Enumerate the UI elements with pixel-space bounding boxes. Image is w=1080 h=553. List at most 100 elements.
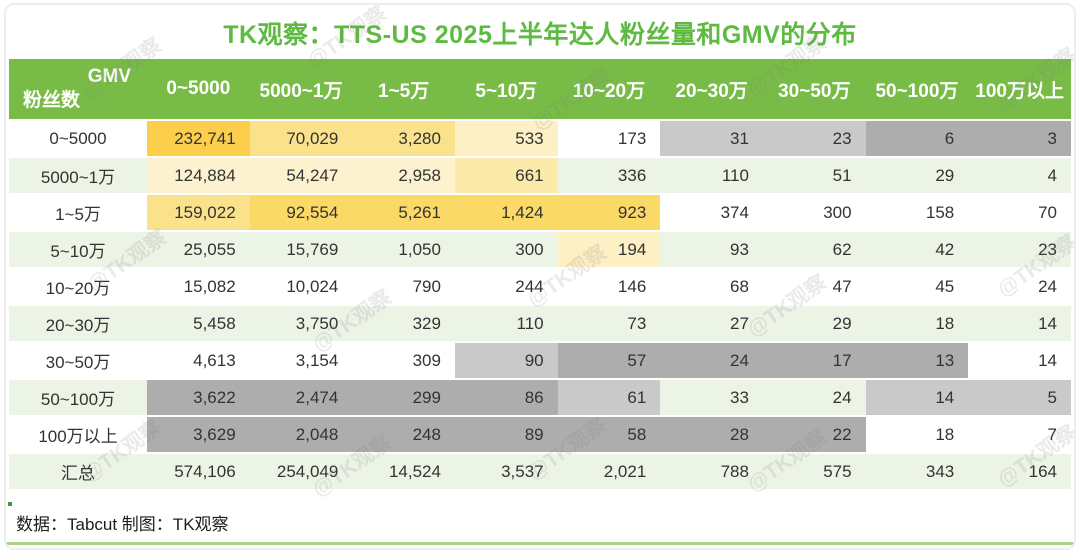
- table-cell: 29: [762, 304, 866, 341]
- corner-label-gmv: GMV: [87, 66, 131, 87]
- table-cell: 254,049: [249, 452, 353, 489]
- table-cell: 45: [865, 267, 969, 304]
- table-row: 5~10万 25,055 15,769 1,050 300 194 93 62 42 23: [9, 230, 1071, 267]
- table-cell: 124,884: [147, 156, 250, 193]
- table-cell: 164: [968, 452, 1071, 489]
- table-cell: 5: [968, 378, 1071, 415]
- table-cell: 24: [762, 378, 866, 415]
- table-cell: 300: [454, 230, 558, 267]
- table-cell: 173: [557, 119, 661, 156]
- table-cell: 232,741: [147, 119, 250, 156]
- table-cell: 575: [762, 452, 866, 489]
- table-cell: 33: [660, 378, 763, 415]
- table-row: 100万以上 3,629 2,048 248 89 58 28 22 18 7: [9, 415, 1071, 452]
- table-cell: 3,537: [454, 452, 558, 489]
- row-label: 20~30万: [9, 304, 147, 341]
- table-cell: 23: [968, 230, 1071, 267]
- column-header: 50~100万: [865, 59, 969, 119]
- row-label: 50~100万: [9, 378, 147, 415]
- table-cell: 2,474: [249, 378, 353, 415]
- table-cell: 18: [865, 415, 969, 452]
- table-cell: 194: [557, 230, 661, 267]
- table-cell: 790: [352, 267, 455, 304]
- column-header: 20~30万: [660, 59, 763, 119]
- table-cell: 54,247: [249, 156, 353, 193]
- page-title: TK观察：TTS-US 2025上半年达人粉丝量和GMV的分布: [223, 21, 857, 49]
- row-label: 0~5000: [9, 119, 147, 156]
- table-cell: 25,055: [147, 230, 250, 267]
- table-cell: 110: [660, 156, 763, 193]
- table-row: 1~5万 159,022 92,554 5,261 1,424 923 374 300 158 7…: [9, 193, 1071, 230]
- table-cell: 343: [865, 452, 969, 489]
- table-cell: 90: [454, 341, 558, 378]
- table-row: 30~50万 4,613 3,154 309 90 57 24 17 13 14: [9, 341, 1071, 378]
- table-cell: 110: [454, 304, 558, 341]
- table-cell: 146: [557, 267, 661, 304]
- table-cell: 31: [660, 119, 763, 156]
- table-cell: 923: [557, 193, 661, 230]
- table-cell: 3,750: [249, 304, 353, 341]
- table-cell: 159,022: [147, 193, 250, 230]
- table-cell: 3,629: [147, 415, 250, 452]
- table-cell: 14,524: [352, 452, 455, 489]
- table-cell: 329: [352, 304, 455, 341]
- table-cell: 24: [968, 267, 1071, 304]
- table-cell: 6: [865, 119, 969, 156]
- table-cell: 4,613: [147, 341, 250, 378]
- table-cell: 661: [454, 156, 558, 193]
- table-cell: 15,769: [249, 230, 353, 267]
- table-cell: 51: [762, 156, 866, 193]
- row-label: 30~50万: [9, 341, 147, 378]
- table-row: 20~30万 5,458 3,750 329 110 73 27 29 18 14: [9, 304, 1071, 341]
- corner-mark-icon: [8, 502, 12, 506]
- table-cell: 10,024: [249, 267, 353, 304]
- table-cell: 24: [660, 341, 763, 378]
- table-cell: 533: [454, 119, 558, 156]
- table-cell: 336: [557, 156, 661, 193]
- table-cell: 4: [968, 156, 1071, 193]
- table-row: 汇总 574,106 254,049 14,524 3,537 2,021 788 575 34…: [9, 452, 1071, 489]
- table-cell: 2,021: [557, 452, 661, 489]
- table-cell: 3: [968, 119, 1071, 156]
- table-cell: 300: [762, 193, 866, 230]
- table-cell: 2,048: [249, 415, 353, 452]
- table-cell: 28: [660, 415, 763, 452]
- row-label: 100万以上: [9, 415, 147, 452]
- table-cell: 47: [762, 267, 866, 304]
- table-cell: 27: [660, 304, 763, 341]
- data-table: GMV 粉丝数 0~5000 5000~1万 1~5万 5~10万 10~20万 20~3…: [9, 59, 1071, 489]
- table-cell: 23: [762, 119, 866, 156]
- row-label: 5~10万: [9, 230, 147, 267]
- column-header: 30~50万: [762, 59, 866, 119]
- infographic-card: TK观察：TTS-US 2025上半年达人粉丝量和GMV的分布 GMV 粉丝数 …: [4, 3, 1076, 550]
- row-label: 汇总: [9, 452, 147, 489]
- table-cell: 248: [352, 415, 455, 452]
- table-cell: 86: [454, 378, 558, 415]
- table-cell: 244: [454, 267, 558, 304]
- table-cell: 5,458: [147, 304, 250, 341]
- table-row: 0~5000 232,741 70,029 3,280 533 173 31 23 6 3: [9, 119, 1071, 156]
- table-cell: 57: [557, 341, 661, 378]
- source-note: 数据：Tabcut 制图：TK观察: [16, 515, 229, 534]
- table-row: 50~100万 3,622 2,474 299 86 61 33 24 14 5: [9, 378, 1071, 415]
- table-cell: 62: [762, 230, 866, 267]
- table-cell: 73: [557, 304, 661, 341]
- table-cell: 13: [865, 341, 969, 378]
- table-cell: 14: [968, 341, 1071, 378]
- row-label: 1~5万: [9, 193, 147, 230]
- table-cell: 58: [557, 415, 661, 452]
- table-cell: 15,082: [147, 267, 250, 304]
- corner-label-fans: 粉丝数: [23, 90, 81, 111]
- table-cell: 5,261: [352, 193, 455, 230]
- column-header: 1~5万: [352, 59, 455, 119]
- column-header: 10~20万: [557, 59, 661, 119]
- table-cell: 70: [968, 193, 1071, 230]
- table-cell: 70,029: [249, 119, 353, 156]
- row-label: 5000~1万: [9, 156, 147, 193]
- table-row: 10~20万 15,082 10,024 790 244 146 68 47 45 24: [9, 267, 1071, 304]
- table-header-row: GMV 粉丝数 0~5000 5000~1万 1~5万 5~10万 10~20万 20~3…: [9, 59, 1071, 119]
- table-cell: 3,622: [147, 378, 250, 415]
- table-cell: 93: [660, 230, 763, 267]
- table-cell: 299: [352, 378, 455, 415]
- table-cell: 1,424: [454, 193, 558, 230]
